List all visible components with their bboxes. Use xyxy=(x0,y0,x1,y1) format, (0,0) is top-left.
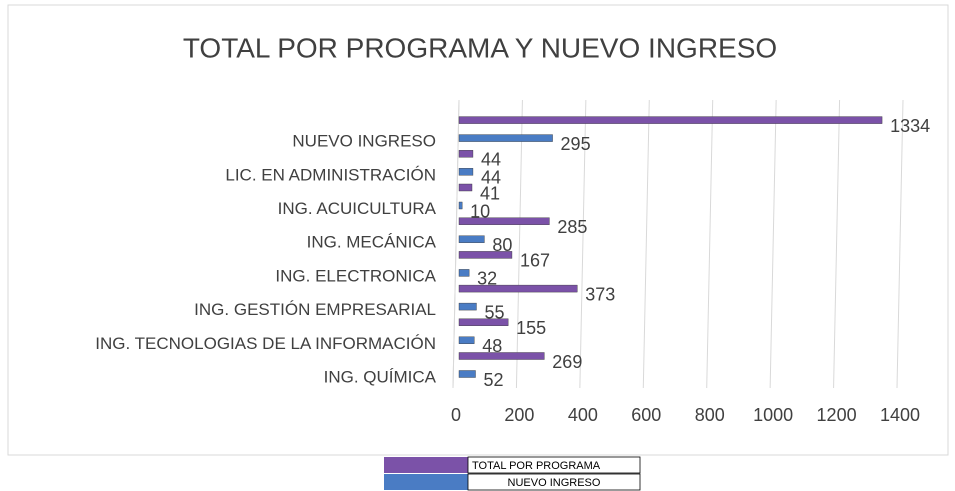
bar xyxy=(458,183,473,192)
bar xyxy=(458,370,476,378)
grid-line xyxy=(833,99,841,389)
legend-label: NUEVO INGRESO xyxy=(508,477,601,489)
data-label: 295 xyxy=(561,134,591,154)
y-tick-label: ING. MECÁNICA xyxy=(307,233,437,252)
bar xyxy=(458,251,513,259)
chart-border xyxy=(7,4,949,456)
x-tick-label: 200 xyxy=(504,405,534,425)
x-tick-label: 1200 xyxy=(817,405,857,425)
legend-cell xyxy=(467,473,641,491)
data-label: 80 xyxy=(492,235,512,255)
data-label: 167 xyxy=(520,251,550,271)
bar xyxy=(458,235,485,243)
data-label: 55 xyxy=(484,302,504,322)
bar xyxy=(458,318,509,326)
y-tick-label: ING. TECNOLOGIAS DE LA INFORMACIÓN xyxy=(95,334,436,353)
y-tick-label: ING. ACUICULTURA xyxy=(278,199,437,218)
grid-line xyxy=(642,99,650,389)
legend-cell xyxy=(467,456,641,474)
data-label: 285 xyxy=(557,217,587,237)
bar xyxy=(458,284,578,293)
y-tick-label: ING. GESTIÓN EMPRESARIAL xyxy=(194,300,436,319)
data-label: 373 xyxy=(585,284,615,304)
data-label: 41 xyxy=(480,183,500,203)
y-tick-label: ING. QUÍMICA xyxy=(324,367,437,386)
bar xyxy=(458,302,477,311)
data-label: 269 xyxy=(552,352,582,372)
x-tick-label: 1400 xyxy=(880,405,920,425)
bar xyxy=(458,201,463,210)
grid-line xyxy=(515,99,523,389)
chart-title: TOTAL POR PROGRAMA Y NUEVO INGRESO xyxy=(183,32,777,63)
bar xyxy=(458,269,470,277)
legend-swatch xyxy=(384,474,468,490)
data-label: 52 xyxy=(483,370,503,390)
legend-label: TOTAL POR PROGRAMA xyxy=(472,460,601,472)
bar xyxy=(458,352,545,360)
x-tick-label: 400 xyxy=(568,405,598,425)
grid-line xyxy=(706,99,714,389)
data-label: 155 xyxy=(516,318,546,338)
grid-line xyxy=(579,99,587,389)
x-tick-label: 600 xyxy=(631,405,661,425)
axis-line xyxy=(452,99,460,389)
data-label: 10 xyxy=(470,201,490,221)
bar xyxy=(458,217,550,225)
data-label: 44 xyxy=(481,168,501,188)
x-tick-label: 800 xyxy=(695,405,725,425)
data-label: 48 xyxy=(482,336,502,356)
bar xyxy=(458,134,553,142)
data-label: 32 xyxy=(477,269,497,289)
data-label: 1334 xyxy=(890,116,930,136)
y-tick-label: LIC. EN ADMINISTRACIÓN xyxy=(225,165,436,184)
bar xyxy=(458,150,474,158)
bar xyxy=(458,116,883,124)
bar xyxy=(458,168,474,176)
y-tick-label: NUEVO INGRESO xyxy=(292,132,436,151)
y-tick-label: ING. ELECTRONICA xyxy=(275,266,436,285)
x-tick-label: 0 xyxy=(451,405,461,425)
data-label: 44 xyxy=(481,150,501,170)
x-tick-label: 1000 xyxy=(753,405,793,425)
bar xyxy=(458,336,475,344)
legend-swatch xyxy=(384,457,468,473)
grid-line xyxy=(769,99,777,389)
grid-line xyxy=(896,99,904,389)
